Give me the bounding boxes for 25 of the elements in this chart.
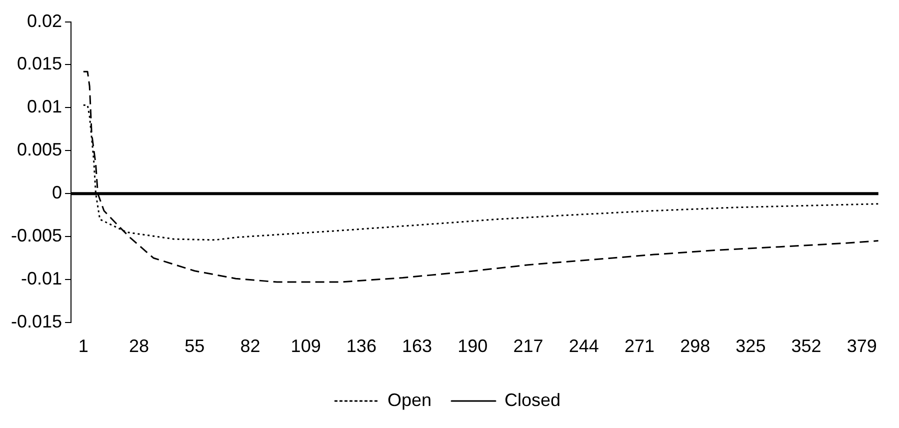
y-tick-label: 0.01 (26, 96, 62, 117)
x-tick-label: 244 (568, 336, 599, 356)
x-tick-label: 28 (128, 336, 150, 356)
x-tick-label: 271 (624, 336, 654, 356)
x-tick-label: 352 (791, 336, 822, 356)
y-tick-label: 0.015 (16, 54, 62, 74)
y-tick-label: -0.01 (21, 268, 62, 288)
x-tick-label: 55 (184, 336, 205, 356)
x-tick-label: 190 (458, 336, 488, 356)
x-tick-label: 325 (736, 336, 766, 356)
y-tick-label: 0.005 (16, 140, 62, 160)
y-tick-label: 0.02 (26, 10, 62, 31)
x-tick-label: 136 (346, 336, 376, 356)
y-tick-label: 0 (52, 182, 62, 203)
x-tick-label: 379 (846, 336, 877, 356)
legend-label: Open (387, 390, 432, 410)
x-tick-label: 1 (78, 336, 88, 356)
x-tick-label: 217 (513, 336, 544, 356)
x-tick-label: 109 (290, 336, 321, 356)
x-tick-label: 163 (402, 336, 432, 356)
x-tick-label: 298 (680, 336, 710, 356)
x-tick-label: 82 (240, 336, 260, 356)
y-tick-label: -0.005 (10, 225, 62, 246)
legend-label: Closed (504, 390, 561, 410)
y-tick-label: -0.015 (10, 311, 62, 332)
